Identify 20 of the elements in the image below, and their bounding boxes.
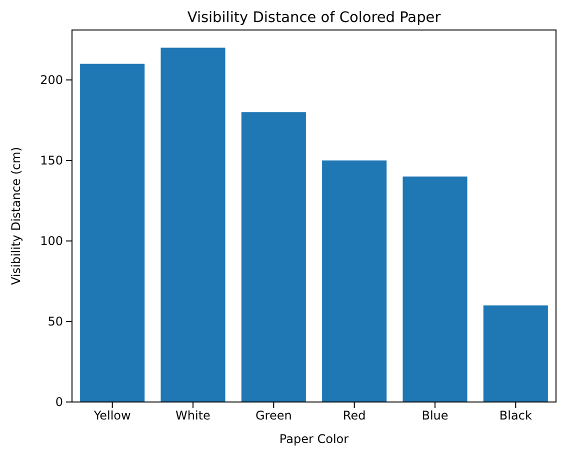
x-tick-label: Yellow <box>92 408 131 423</box>
x-tick-label: Green <box>255 408 292 423</box>
bar <box>241 112 306 402</box>
bar <box>80 64 145 402</box>
y-tick-label: 50 <box>48 314 63 328</box>
y-axis-title: Visibility Distance (cm) <box>9 146 23 286</box>
x-tick-label: White <box>176 408 210 423</box>
x-axis-title: Paper Color <box>279 432 349 446</box>
x-tick-label: Red <box>342 408 366 423</box>
y-tick-label: 100 <box>40 234 63 248</box>
bar <box>483 305 548 402</box>
x-tick-label: Black <box>499 408 532 423</box>
bar <box>322 160 387 402</box>
bar <box>160 48 226 402</box>
x-tick-label: Blue <box>422 408 448 423</box>
y-tick-label: 0 <box>55 394 63 409</box>
y-tick-label: 150 <box>40 153 63 168</box>
chart-title: Visibility Distance of Colored Paper <box>187 10 441 26</box>
bar <box>402 176 468 402</box>
y-tick-label: 200 <box>40 72 63 87</box>
